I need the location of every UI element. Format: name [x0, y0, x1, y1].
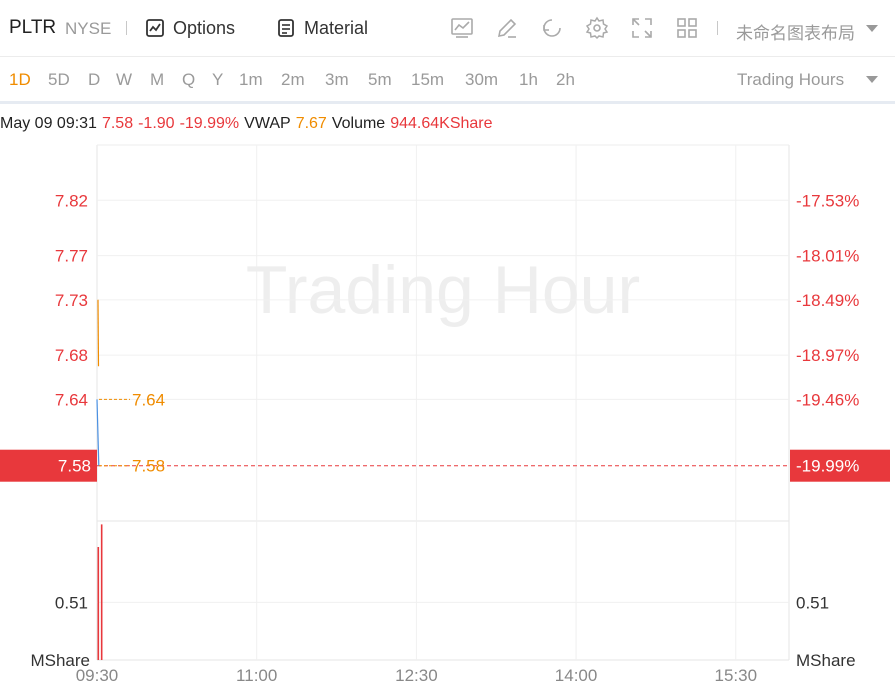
session-selector[interactable]: Trading Hours [737, 70, 845, 89]
current-pct-badge-label: -19.99% [796, 457, 859, 476]
period-1d[interactable]: 1D [9, 70, 31, 89]
x-tick-label: 15:30 [714, 666, 757, 685]
quote-info-line: May 09 09:31 7.58 -1.90 -19.99% VWAP 7.67 Volu… [0, 115, 498, 133]
toolbar-divider [126, 21, 127, 35]
price-marker-label: 7.58 [132, 457, 165, 476]
gear-icon[interactable] [585, 16, 609, 40]
material-button[interactable]: Material [276, 15, 368, 41]
refresh-icon[interactable] [540, 16, 564, 40]
price-marker-label: 7.64 [132, 390, 165, 409]
volume-unit-right: MShare [796, 651, 856, 670]
volume-bar [100, 524, 103, 660]
exchange-name: NYSE [65, 19, 112, 38]
current-pct-badge-right [790, 449, 890, 482]
period-30m[interactable]: 30m [465, 70, 499, 89]
period-q[interactable]: Q [182, 70, 196, 89]
quote-change: -1.90 [138, 115, 175, 132]
chart-toolbar: PLTR NYSE Options Material [0, 0, 895, 57]
y-tick-label-left: 7.77 [55, 247, 88, 266]
series-line-price [96, 399, 100, 466]
quote-change-pct: -19.99% [179, 115, 240, 132]
material-label: Material [304, 17, 369, 38]
y-tick-label-left: 7.73 [55, 291, 88, 310]
document-icon [278, 19, 294, 37]
volume-unit-left: MShare [30, 651, 90, 670]
fullscreen-icon[interactable] [630, 16, 654, 40]
grid-layout-icon[interactable] [675, 16, 699, 40]
period-y[interactable]: Y [212, 70, 224, 89]
period-bar: 1D 5D D W M Q Y 1m 2m 3m 5m 15m 30m 1h 2… [0, 58, 895, 104]
period-2h[interactable]: 2h [556, 70, 575, 89]
quote-datetime: May 09 09:31 [0, 115, 97, 132]
period-2m[interactable]: 2m [281, 70, 305, 89]
period-w[interactable]: W [116, 70, 133, 89]
session-dropdown-icon[interactable] [866, 76, 878, 83]
vwap-label: VWAP [244, 115, 291, 132]
toolbar-divider [717, 21, 718, 35]
period-d[interactable]: D [88, 70, 101, 89]
period-15m[interactable]: 15m [411, 70, 445, 89]
period-3m[interactable]: 3m [325, 70, 349, 89]
watermark-text: Trading Hour [246, 252, 640, 328]
x-tick-label: 14:00 [555, 666, 598, 685]
period-m[interactable]: M [150, 70, 165, 89]
y-tick-label-left: 7.68 [55, 346, 88, 365]
symbol-name[interactable]: PLTR [9, 17, 57, 38]
options-label: Options [173, 17, 236, 38]
period-1m[interactable]: 1m [239, 70, 263, 89]
period-1h[interactable]: 1h [519, 70, 538, 89]
volume-tick-left: 0.51 [55, 593, 88, 612]
chart-line-icon[interactable] [450, 16, 474, 40]
current-price-badge-left [0, 449, 97, 482]
current-price-badge-label: 7.58 [58, 457, 91, 476]
options-button[interactable]: Options [145, 15, 235, 41]
y-tick-label-right: -18.49% [796, 291, 859, 310]
x-tick-label: 12:30 [395, 666, 438, 685]
y-tick-label-right: -18.97% [796, 346, 859, 365]
y-tick-label-left: 7.64 [55, 390, 88, 409]
period-5d[interactable]: 5D [48, 70, 70, 89]
edit-icon[interactable] [495, 16, 519, 40]
volume-tick-right: 0.51 [796, 593, 829, 612]
y-tick-label-right: -17.53% [796, 191, 859, 210]
layout-dropdown-icon[interactable] [866, 25, 878, 32]
y-tick-label-right: -18.01% [796, 247, 859, 266]
vwap-value: 7.67 [295, 115, 327, 132]
options-chart-icon [146, 19, 164, 37]
y-tick-label-left: 7.82 [55, 191, 88, 210]
quote-price: 7.58 [101, 115, 134, 132]
x-tick-label: 09:30 [76, 666, 119, 685]
volume-bar [97, 546, 100, 660]
volume-value: 944.64KShare [390, 115, 493, 132]
period-5m[interactable]: 5m [368, 70, 392, 89]
volume-label: Volume [331, 115, 386, 132]
layout-selector[interactable]: 未命名图表布局 [736, 24, 855, 43]
series-line-vwap [97, 299, 100, 367]
y-tick-label-right: -19.46% [796, 390, 859, 409]
x-tick-label: 11:00 [236, 666, 277, 685]
